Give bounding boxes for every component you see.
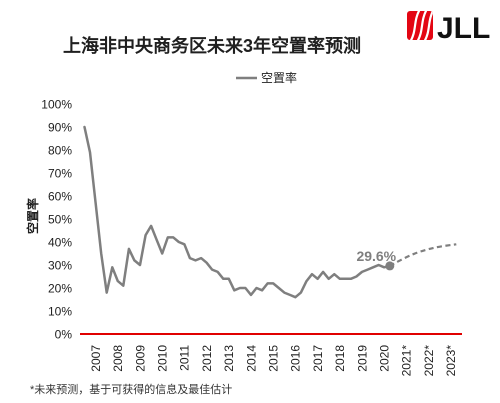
legend: 空置率 xyxy=(236,70,297,85)
jll-logo-icon xyxy=(407,9,434,42)
x-tick-label: 2007 xyxy=(89,345,103,372)
x-tick-label: 2016 xyxy=(289,345,303,372)
footnote: *未来预测，基于可获得的信息及最佳估计 xyxy=(30,382,232,396)
x-tick-label: 2015 xyxy=(267,345,281,372)
chart-title: 上海非中央商务区未来3年空置率预测 xyxy=(63,35,361,56)
x-tick-label: 2021* xyxy=(400,345,414,377)
x-tick-label: 2018 xyxy=(333,345,347,372)
y-tick-label: 0% xyxy=(55,327,73,341)
y-tick-label: 40% xyxy=(48,235,72,249)
x-tick-label: 2014 xyxy=(244,345,258,372)
y-tick-label: 60% xyxy=(48,189,72,203)
series-line-forecast xyxy=(390,244,457,266)
y-tick-label: 20% xyxy=(48,281,72,295)
logo-text: JLL xyxy=(437,12,490,45)
y-tick-label: 10% xyxy=(48,304,72,318)
legend-label: 空置率 xyxy=(261,70,297,85)
series-line-actual xyxy=(85,127,390,297)
y-axis-title: 空置率 xyxy=(25,198,40,234)
y-axis-tick-labels: 100% 90% 80% 70% 60% 50% 40% 30% 20% 10% 0% xyxy=(41,97,72,341)
x-tick-label: 2019 xyxy=(355,345,369,372)
x-tick-label: 2020 xyxy=(378,345,392,372)
x-tick-label: 2012 xyxy=(200,345,214,372)
x-tick-label: 2009 xyxy=(133,345,147,372)
y-tick-label: 90% xyxy=(48,120,72,134)
x-tick-label: 2022* xyxy=(422,345,436,377)
x-axis-tick-labels: 2007 2008 2009 2010 2011 2012 2013 2014 2015 2016… xyxy=(89,345,458,377)
x-tick-label: 2011 xyxy=(178,345,192,371)
x-tick-label: 2010 xyxy=(156,345,170,372)
y-tick-label: 50% xyxy=(48,212,72,226)
x-tick-label: 2008 xyxy=(111,345,125,372)
x-tick-label: 2017 xyxy=(311,345,325,372)
data-label-latest: 29.6% xyxy=(356,248,396,264)
y-tick-label: 30% xyxy=(48,258,72,272)
y-tick-label: 100% xyxy=(41,97,72,111)
x-tick-label: 2023* xyxy=(444,345,458,377)
x-tick-label: 2013 xyxy=(222,345,236,372)
jll-logo: JLL xyxy=(407,9,490,45)
y-tick-label: 80% xyxy=(48,143,72,157)
y-tick-label: 70% xyxy=(48,166,72,180)
